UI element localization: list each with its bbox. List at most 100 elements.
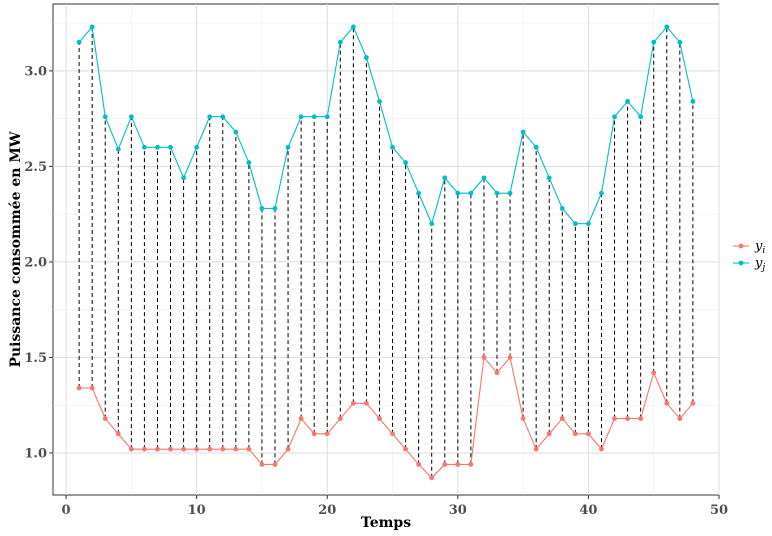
point-y-j-28 <box>429 221 435 227</box>
point-y-i-4 <box>115 431 121 437</box>
point-y-j-35 <box>520 129 526 135</box>
point-y-j-18 <box>298 114 304 120</box>
point-y-i-17 <box>285 446 291 452</box>
series-line-y-j <box>78 25 694 226</box>
point-y-j-20 <box>324 114 330 120</box>
point-y-i-22 <box>350 400 356 406</box>
point-y-i-11 <box>207 446 213 452</box>
point-y-i-3 <box>102 416 108 421</box>
point-y-i-37 <box>546 431 552 437</box>
point-y-j-26 <box>403 160 408 165</box>
plot-panel <box>52 3 720 496</box>
point-y-i-21 <box>337 416 343 421</box>
x-tick-label-1: 10 <box>188 503 206 518</box>
point-y-j-21 <box>337 39 343 45</box>
point-y-j-32 <box>481 175 487 181</box>
point-y-i-8 <box>168 446 173 452</box>
point-y-j-4 <box>115 146 121 152</box>
point-y-j-16 <box>272 206 278 211</box>
point-y-j-6 <box>142 144 147 150</box>
point-y-i-34 <box>507 355 513 360</box>
point-y-j-36 <box>533 144 539 150</box>
point-y-i-10 <box>194 446 200 452</box>
point-y-j-38 <box>559 206 565 211</box>
point-y-j-30 <box>455 190 461 196</box>
point-y-i-18 <box>298 416 304 421</box>
point-y-i-23 <box>364 400 369 406</box>
point-y-i-31 <box>468 462 474 467</box>
point-y-j-9 <box>181 175 186 181</box>
point-y-i-46 <box>664 400 670 406</box>
point-y-j-5 <box>128 114 134 120</box>
y-tick-label-2: 2.0 <box>24 255 47 270</box>
point-y-j-40 <box>586 221 591 227</box>
point-y-i-29 <box>442 462 448 467</box>
point-y-j-1 <box>76 39 82 45</box>
x-tick-label-5: 50 <box>710 503 728 518</box>
point-y-i-28 <box>429 475 435 481</box>
point-y-j-14 <box>246 160 252 165</box>
point-y-i-42 <box>612 416 617 421</box>
point-y-i-45 <box>651 370 657 376</box>
point-y-i-13 <box>233 446 239 452</box>
point-y-j-37 <box>546 175 552 181</box>
y-tick-label-4: 3.0 <box>24 64 47 79</box>
point-y-i-30 <box>455 462 461 467</box>
point-y-j-19 <box>311 114 317 120</box>
point-y-i-6 <box>142 446 147 452</box>
point-y-i-26 <box>403 446 408 452</box>
point-y-j-22 <box>350 24 356 30</box>
point-y-i-47 <box>677 416 683 421</box>
point-y-i-5 <box>128 446 134 452</box>
y-axis-title: Puissance consommée en MW <box>8 131 24 367</box>
point-y-i-14 <box>246 446 252 452</box>
point-y-j-42 <box>612 114 617 120</box>
point-y-j-34 <box>507 190 513 196</box>
point-y-j-25 <box>390 144 395 150</box>
point-y-j-45 <box>651 39 657 45</box>
legend-key-point-y-j <box>738 260 744 266</box>
y-tick-label-0: 1.0 <box>24 446 47 461</box>
point-y-j-43 <box>625 99 630 104</box>
point-y-i-48 <box>690 400 696 406</box>
point-y-i-1 <box>76 385 82 391</box>
legend-key-point-y-i <box>738 243 744 249</box>
point-y-i-39 <box>572 431 578 437</box>
point-y-j-2 <box>89 24 95 30</box>
point-y-i-25 <box>390 431 395 437</box>
point-y-j-10 <box>194 144 200 150</box>
data-points <box>76 24 696 481</box>
point-y-i-43 <box>625 416 630 421</box>
x-tick-label-4: 40 <box>579 503 597 518</box>
point-y-j-29 <box>442 175 448 181</box>
point-y-i-24 <box>377 416 382 421</box>
point-y-j-15 <box>259 206 265 211</box>
y-tick-label-3: 2.5 <box>24 160 47 175</box>
point-y-i-44 <box>638 416 644 421</box>
point-y-j-41 <box>599 190 604 196</box>
point-y-j-17 <box>285 144 291 150</box>
point-y-i-19 <box>311 431 317 437</box>
y-tick-label-1: 1.5 <box>24 351 47 366</box>
point-y-j-8 <box>168 144 173 150</box>
point-y-j-3 <box>102 114 108 120</box>
point-y-i-7 <box>155 446 160 452</box>
point-y-j-13 <box>233 129 239 135</box>
point-y-i-15 <box>259 462 265 467</box>
point-y-i-12 <box>220 446 226 452</box>
x-axis-ticks: 0 10 20 30 40 50 <box>62 495 728 518</box>
point-y-j-47 <box>677 39 683 45</box>
point-y-j-39 <box>572 221 578 227</box>
point-y-i-36 <box>533 446 539 452</box>
point-y-i-9 <box>181 446 186 452</box>
x-tick-label-0: 0 <box>62 503 71 518</box>
point-y-i-35 <box>520 416 526 421</box>
point-y-i-38 <box>559 416 565 421</box>
point-y-i-20 <box>324 431 330 437</box>
connector-lines <box>78 26 694 478</box>
point-y-j-48 <box>690 99 696 104</box>
point-y-j-11 <box>207 114 213 120</box>
point-y-i-40 <box>586 431 591 437</box>
